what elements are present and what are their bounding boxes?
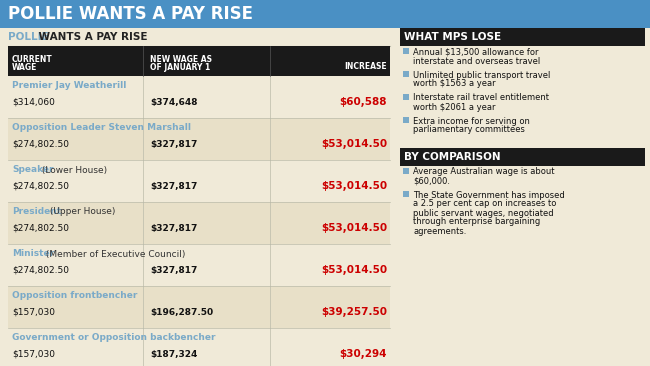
- Bar: [400, 28, 645, 46]
- Text: WANTS A PAY RISE: WANTS A PAY RISE: [35, 32, 148, 42]
- Text: $274,802.50: $274,802.50: [12, 265, 69, 274]
- Text: WAGE: WAGE: [12, 63, 38, 72]
- Text: Extra income for serving on: Extra income for serving on: [413, 116, 530, 126]
- Bar: [8, 76, 390, 118]
- Text: Average Australian wage is about: Average Australian wage is about: [413, 168, 554, 176]
- Text: Government or Opposition backbencher: Government or Opposition backbencher: [12, 333, 216, 343]
- Text: $327,817: $327,817: [150, 224, 198, 232]
- Text: $274,802.50: $274,802.50: [12, 182, 69, 190]
- Text: $53,014.50: $53,014.50: [321, 181, 387, 191]
- Text: $53,014.50: $53,014.50: [321, 139, 387, 149]
- Text: $327,817: $327,817: [150, 182, 198, 190]
- Bar: [403, 94, 409, 100]
- Bar: [8, 46, 390, 76]
- Bar: [8, 328, 390, 366]
- Text: $53,014.50: $53,014.50: [321, 223, 387, 233]
- Bar: [403, 48, 409, 54]
- Text: (Member of Executive Council): (Member of Executive Council): [43, 250, 185, 258]
- Text: $327,817: $327,817: [150, 139, 198, 149]
- Text: parliamentary committees: parliamentary committees: [413, 126, 525, 134]
- Text: $60,588: $60,588: [339, 97, 387, 107]
- Text: Interstate rail travel entitlement: Interstate rail travel entitlement: [413, 93, 549, 102]
- Text: NEW WAGE AS: NEW WAGE AS: [150, 55, 212, 64]
- Text: interstate and overseas travel: interstate and overseas travel: [413, 56, 540, 66]
- Bar: [0, 0, 650, 28]
- Text: $274,802.50: $274,802.50: [12, 224, 69, 232]
- Text: WHAT MPS LOSE: WHAT MPS LOSE: [404, 32, 501, 42]
- Bar: [403, 168, 409, 174]
- Text: POLLIE: POLLIE: [8, 32, 49, 42]
- Text: $327,817: $327,817: [150, 265, 198, 274]
- Text: Unlimited public transport travel: Unlimited public transport travel: [413, 71, 551, 79]
- Text: $274,802.50: $274,802.50: [12, 139, 69, 149]
- Bar: [400, 148, 645, 166]
- Text: through enterprise bargaining: through enterprise bargaining: [413, 217, 540, 227]
- Text: a 2.5 per cent cap on increases to: a 2.5 per cent cap on increases to: [413, 199, 556, 209]
- Bar: [8, 118, 390, 160]
- Text: $30,294: $30,294: [339, 349, 387, 359]
- Text: INCREASE: INCREASE: [344, 62, 387, 71]
- Text: $187,324: $187,324: [150, 350, 198, 359]
- Bar: [8, 244, 390, 286]
- Bar: [8, 160, 390, 202]
- Bar: [403, 117, 409, 123]
- Text: public servant wages, negotiated: public servant wages, negotiated: [413, 209, 554, 217]
- Text: worth $2061 a year: worth $2061 a year: [413, 102, 495, 112]
- Bar: [403, 191, 409, 197]
- Text: Opposition frontbencher: Opposition frontbencher: [12, 291, 137, 300]
- Text: BY COMPARISON: BY COMPARISON: [404, 152, 500, 162]
- Text: $157,030: $157,030: [12, 307, 55, 317]
- Text: Speaker: Speaker: [12, 165, 53, 175]
- Text: President: President: [12, 208, 61, 217]
- Text: $39,257.50: $39,257.50: [321, 307, 387, 317]
- Text: $60,000.: $60,000.: [413, 176, 450, 186]
- Text: Minister: Minister: [12, 250, 54, 258]
- Text: $157,030: $157,030: [12, 350, 55, 359]
- Text: worth $1563 a year: worth $1563 a year: [413, 79, 495, 89]
- Text: (Upper House): (Upper House): [47, 208, 115, 217]
- Text: $314,060: $314,060: [12, 97, 55, 107]
- Bar: [403, 71, 409, 77]
- Text: POLLIE WANTS A PAY RISE: POLLIE WANTS A PAY RISE: [8, 5, 253, 23]
- Text: Opposition Leader Steven Marshall: Opposition Leader Steven Marshall: [12, 123, 191, 132]
- Text: Annual $13,500 allowance for: Annual $13,500 allowance for: [413, 48, 538, 56]
- Text: OF JANUARY 1: OF JANUARY 1: [150, 63, 210, 72]
- Text: (Lower House): (Lower House): [39, 165, 107, 175]
- Text: $53,014.50: $53,014.50: [321, 265, 387, 275]
- Text: The State Government has imposed: The State Government has imposed: [413, 190, 565, 199]
- Text: agreements.: agreements.: [413, 227, 467, 235]
- Bar: [8, 202, 390, 244]
- Text: $196,287.50: $196,287.50: [150, 307, 213, 317]
- Text: CURRENT: CURRENT: [12, 55, 53, 64]
- Text: $374,648: $374,648: [150, 97, 198, 107]
- Bar: [8, 286, 390, 328]
- Text: Premier Jay Weatherill: Premier Jay Weatherill: [12, 82, 126, 90]
